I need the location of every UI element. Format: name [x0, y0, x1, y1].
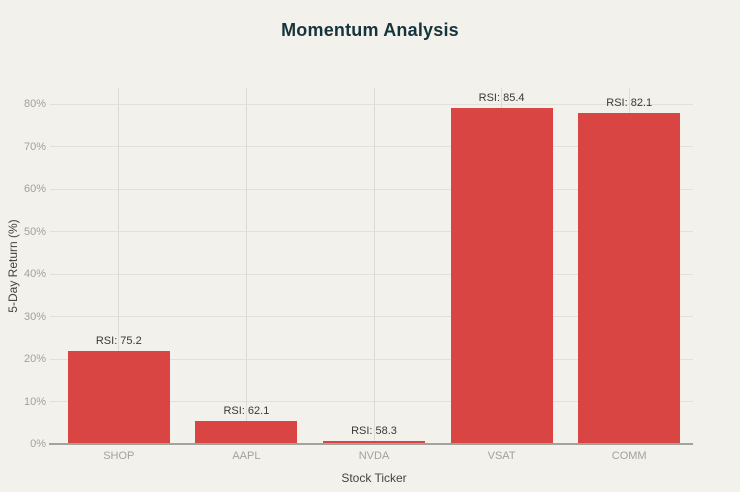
x-gridline [118, 88, 120, 444]
y-tick-label: 60% [23, 183, 46, 196]
y-gridline [50, 401, 693, 403]
y-tick-label: 40% [23, 268, 46, 281]
x-gridline [373, 88, 375, 444]
y-tick-label: 20% [23, 353, 46, 366]
bar-comm[interactable] [578, 112, 681, 444]
y-gridline [50, 358, 693, 360]
y-gridline [50, 188, 693, 190]
y-gridline [50, 273, 693, 275]
rsi-label-comm: RSI: 82.1 [606, 96, 653, 109]
y-tick-label: 70% [23, 140, 46, 153]
x-axis-title: Stock Ticker [341, 471, 407, 485]
x-gridline [245, 88, 247, 444]
y-tick-label: 80% [23, 98, 46, 111]
y-gridline [50, 103, 693, 105]
x-tick-label-aapl: AAPL [232, 450, 261, 462]
y-gridline [50, 231, 693, 233]
bar-nvda[interactable] [323, 440, 425, 444]
rsi-label-shop: RSI: 75.2 [95, 334, 142, 347]
y-tick-label: 10% [23, 395, 46, 408]
chart-title: Momentum Analysis [281, 20, 459, 40]
bar-vsat[interactable] [450, 107, 553, 444]
rsi-label-aapl: RSI: 62.1 [223, 405, 270, 418]
y-tick-label: 50% [23, 225, 46, 238]
y-tick-label: 30% [23, 310, 46, 323]
x-tick-label-comm: COMM [611, 450, 647, 462]
y-gridline [50, 146, 693, 148]
x-tick-label-nvda: NVDA [358, 450, 390, 462]
y-tick-label: 0% [30, 438, 46, 450]
rsi-label-nvda: RSI: 58.3 [351, 424, 397, 437]
x-tick-label-vsat: VSAT [487, 450, 516, 462]
bar-aapl[interactable] [195, 421, 298, 444]
rsi-label-vsat: RSI: 85.4 [478, 91, 525, 104]
x-axis-line [49, 443, 693, 445]
bar-shop[interactable] [67, 350, 170, 444]
y-gridline [50, 316, 693, 318]
x-tick-label-shop: SHOP [103, 450, 135, 462]
